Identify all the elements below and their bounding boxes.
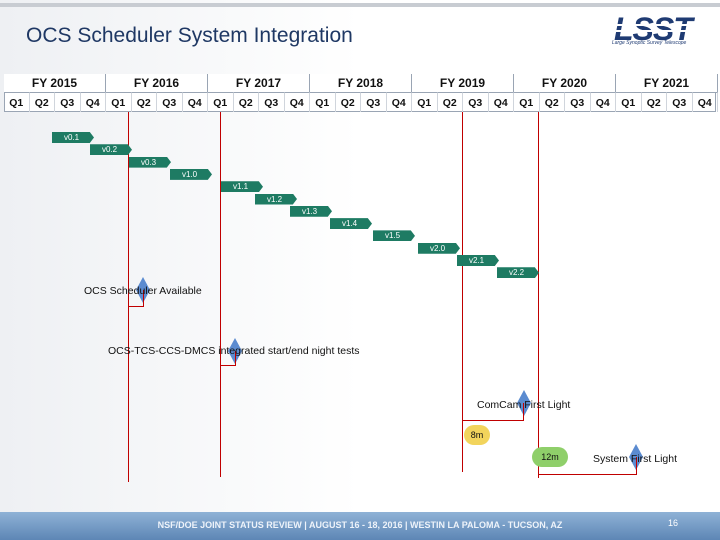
version-bar: v2.2 <box>497 267 539 279</box>
fy-header: FY 2021 <box>616 74 718 92</box>
ocs-available-bracket <box>128 290 144 307</box>
version-bar: v0.3 <box>129 156 171 168</box>
quarter-header: Q2 <box>29 92 55 112</box>
milestone-vline <box>220 112 221 477</box>
version-bar: v2.0 <box>418 242 460 254</box>
fy-header: FY 2015 <box>4 74 106 92</box>
integrated-tests-label: OCS-TCS-CCS-DMCS integrated start/end ni… <box>108 345 360 357</box>
quarter-header: Q4 <box>80 92 106 112</box>
quarter-header: Q2 <box>641 92 667 112</box>
fy-header: FY 2018 <box>310 74 412 92</box>
fy-header: FY 2016 <box>106 74 208 92</box>
comcam-label: ComCam First Light <box>477 399 571 411</box>
version-bar: v1.1 <box>221 181 263 193</box>
quarter-header: Q4 <box>182 92 208 112</box>
version-bar: v1.5 <box>373 230 415 242</box>
timeline-header: FY 2015 FY 2016 FY 2017 FY 2018 FY 2019 FY 20… <box>0 74 720 112</box>
quarter-header: Q1 <box>412 92 438 112</box>
duration-8m-oval: 8m <box>464 425 490 445</box>
quarter-header: Q1 <box>4 92 30 112</box>
version-bar: v0.2 <box>90 144 132 156</box>
lsst-logo: LSST <box>612 11 708 47</box>
quarter-header: Q1 <box>616 92 642 112</box>
system-first-light-bracket <box>538 457 637 475</box>
ocs-available-label: OCS Scheduler Available <box>84 285 202 297</box>
duration-12m-oval: 12m <box>532 447 568 467</box>
fy-header: FY 2020 <box>514 74 616 92</box>
footer-text: NSF/DOE JOINT STATUS REVIEW | AUGUST 16 … <box>157 520 563 530</box>
fy-header: FY 2019 <box>412 74 514 92</box>
quarter-header: Q4 <box>692 92 718 112</box>
version-bar: v1.2 <box>255 193 297 205</box>
milestone-vline <box>128 112 129 482</box>
quarter-header: Q2 <box>335 92 361 112</box>
milestone-vline <box>462 112 463 472</box>
page-number: 16 <box>668 518 679 528</box>
logo-subtitle: Large Synoptic Survey Telescope <box>612 40 687 46</box>
integrated-tests-bracket <box>220 351 236 366</box>
quarter-header: Q1 <box>106 92 132 112</box>
quarter-header: Q3 <box>259 92 285 112</box>
comcam-bracket <box>462 403 524 421</box>
quarter-header: Q4 <box>386 92 412 112</box>
page-title: OCS Scheduler System Integration <box>26 24 353 47</box>
version-bar: v2.1 <box>457 255 499 266</box>
quarter-header: Q2 <box>131 92 157 112</box>
quarter-header: Q4 <box>488 92 514 112</box>
quarter-header: Q2 <box>539 92 565 112</box>
quarter-header: Q3 <box>667 92 693 112</box>
quarter-header: Q3 <box>55 92 81 112</box>
quarter-header: Q2 <box>437 92 463 112</box>
quarter-header: Q4 <box>284 92 310 112</box>
quarter-header: Q3 <box>157 92 183 112</box>
version-bar: v1.3 <box>290 205 332 217</box>
quarter-header: Q3 <box>463 92 489 112</box>
version-bar: v1.0 <box>170 168 212 180</box>
quarter-header: Q1 <box>310 92 336 112</box>
quarter-header: Q4 <box>590 92 616 112</box>
fy-header: FY 2017 <box>208 74 310 92</box>
top-rule <box>0 3 720 7</box>
system-first-light-label: System First Light <box>593 453 678 465</box>
logo-text: LSST <box>614 11 695 47</box>
quarter-header: Q3 <box>361 92 387 112</box>
quarter-header: Q2 <box>233 92 259 112</box>
version-bar: v0.1 <box>52 132 94 143</box>
version-bar: v1.4 <box>330 218 372 230</box>
footer-bar: NSF/DOE JOINT STATUS REVIEW | AUGUST 16 … <box>0 512 720 540</box>
quarter-header: Q1 <box>514 92 540 112</box>
milestone-comcam-diamond <box>517 390 531 416</box>
quarter-header: Q1 <box>208 92 234 112</box>
milestone-vline <box>538 112 539 478</box>
quarter-header: Q3 <box>565 92 591 112</box>
